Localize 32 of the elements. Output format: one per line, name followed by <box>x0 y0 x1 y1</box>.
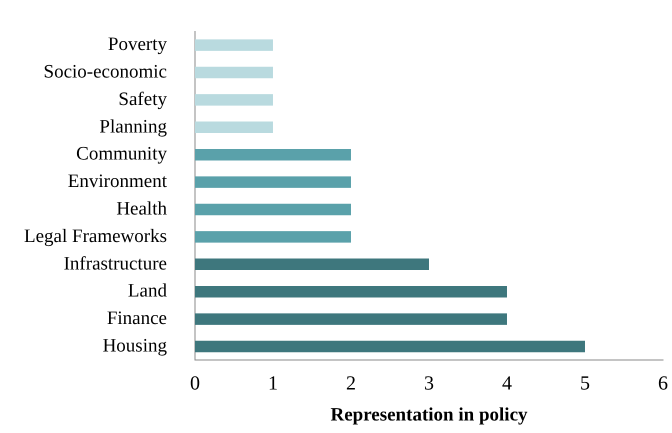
bar <box>194 66 273 78</box>
bar <box>194 148 351 160</box>
y-tick-label: Infrastructure <box>64 253 167 274</box>
y-tick-label: Housing <box>102 335 168 356</box>
bar <box>194 313 507 325</box>
x-tick-label: 4 <box>502 372 512 394</box>
x-tick-label: 2 <box>346 372 356 394</box>
y-tick-label: Community <box>76 144 168 165</box>
bar <box>194 39 273 51</box>
x-tick-label: 1 <box>268 372 278 394</box>
y-tick-label: Finance <box>106 308 167 330</box>
bar <box>194 286 507 298</box>
bar <box>194 204 351 216</box>
x-tick-label: 0 <box>190 372 200 394</box>
y-tick-label: Land <box>128 280 168 302</box>
y-tick-label: Planning <box>99 116 168 138</box>
y-tick-label: Safety <box>118 88 168 110</box>
x-tick-label: 3 <box>424 372 434 394</box>
x-tick-label: 6 <box>658 372 668 394</box>
y-tick-label: Poverty <box>108 34 168 56</box>
y-tick-label: Legal Frameworks <box>24 226 167 247</box>
bar <box>194 231 351 243</box>
y-tick-label: Health <box>116 198 168 220</box>
bar <box>194 258 429 270</box>
y-tick-label: Environment <box>68 171 168 192</box>
bar <box>194 122 273 134</box>
bar <box>194 176 351 188</box>
x-axis-title: Representation in policy <box>330 404 528 426</box>
y-tick-label: Socio-economic <box>44 61 167 82</box>
x-tick-label: 5 <box>580 372 590 394</box>
bar <box>194 340 585 352</box>
bar <box>194 94 273 106</box>
